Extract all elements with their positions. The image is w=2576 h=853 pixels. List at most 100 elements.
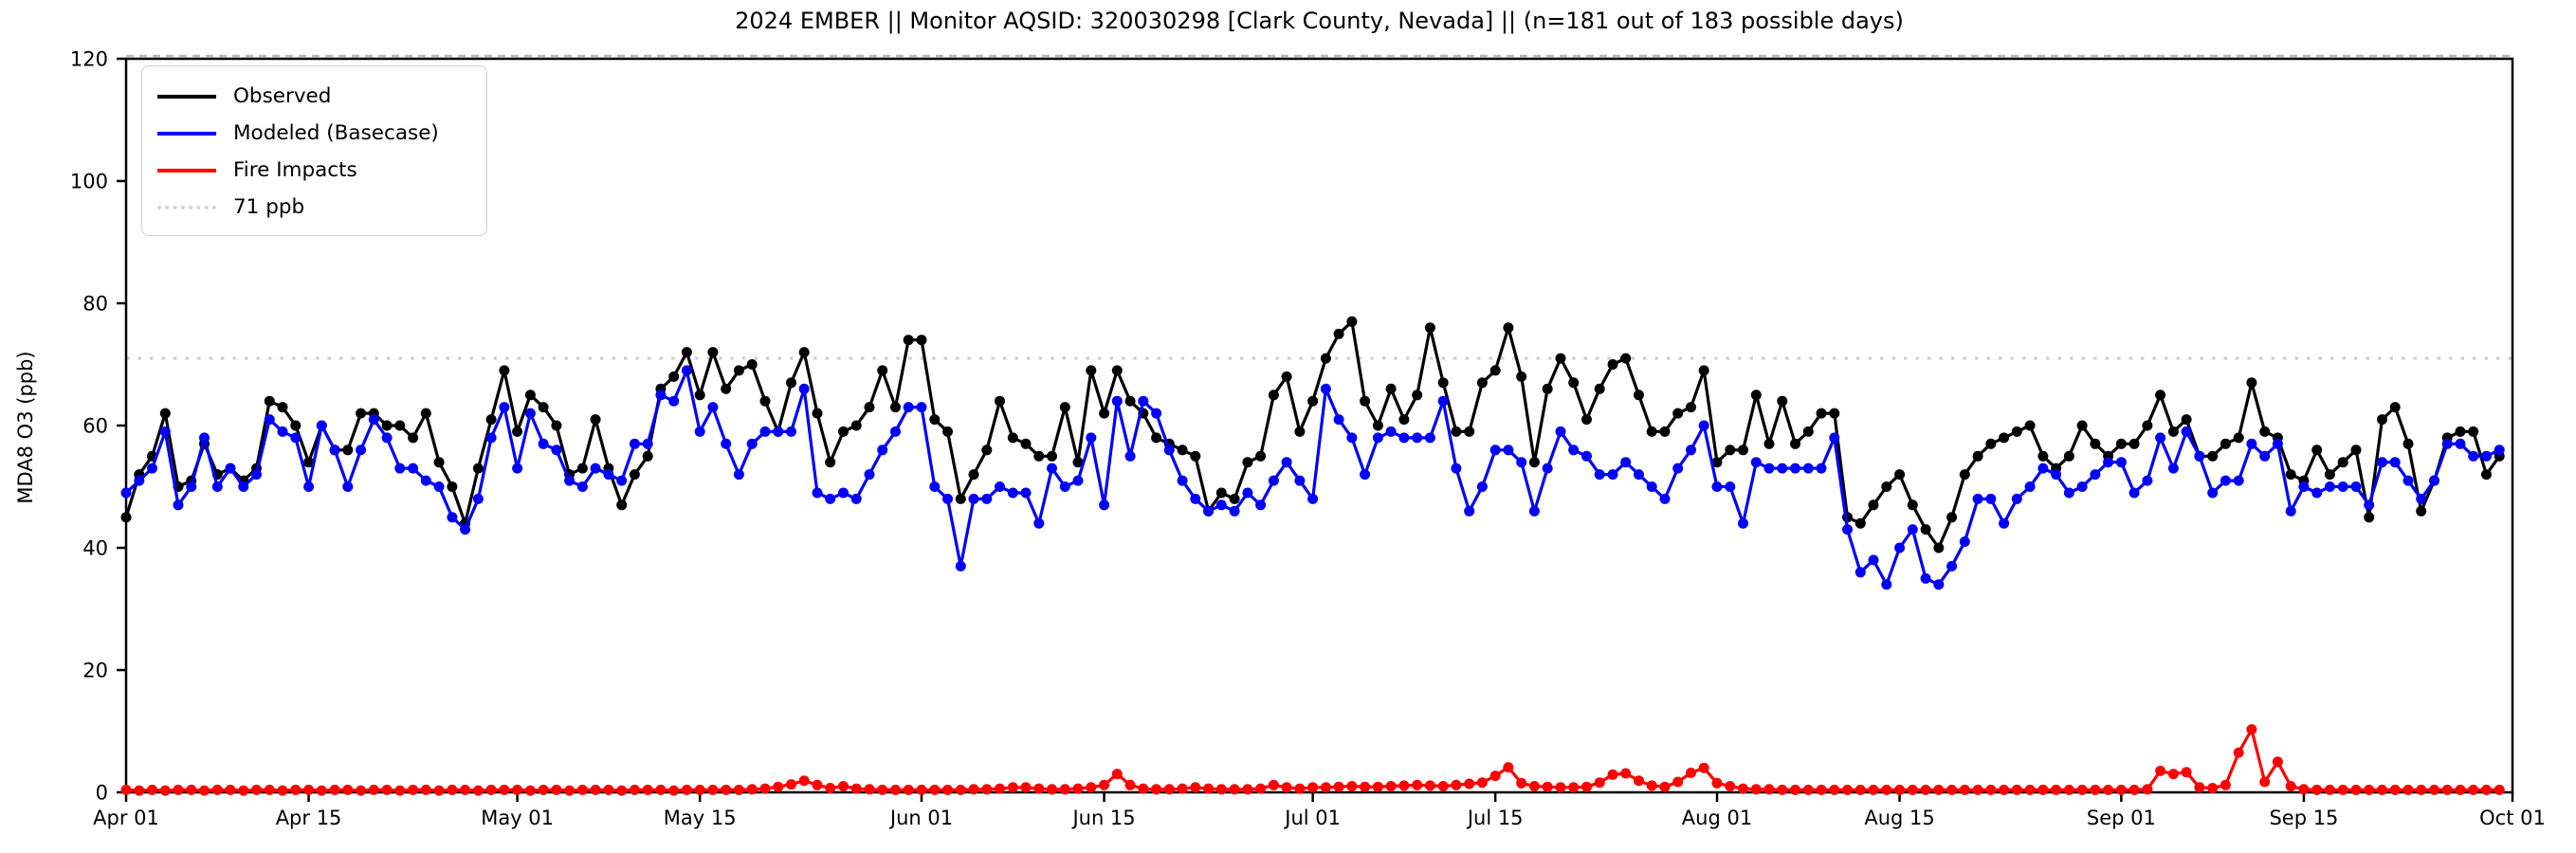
observed-point: [2416, 505, 2427, 517]
fire-impacts-point: [1711, 777, 1723, 789]
modeled-basecase-point: [576, 481, 588, 492]
observed-point: [825, 457, 836, 468]
observed-point: [1594, 383, 1605, 394]
modeled-basecase-point: [2246, 438, 2257, 449]
fire-impacts-point: [1725, 781, 1736, 791]
observed-point: [524, 390, 536, 401]
fire-impacts-point: [955, 784, 966, 795]
modeled-basecase-point: [159, 426, 171, 437]
chart-title: 2024 EMBER || Monitor AQSID: 320030298 […: [735, 8, 1904, 34]
observed-point: [303, 457, 315, 468]
fire-impacts-point: [942, 784, 953, 795]
observed-point: [1816, 408, 1827, 419]
fire-impacts-point: [408, 784, 419, 795]
observed-point: [1686, 402, 1696, 413]
modeled-basecase-point: [342, 481, 354, 492]
fire-impacts-point: [2194, 782, 2205, 793]
observed-point: [1634, 390, 1644, 401]
fire-impacts-point: [2207, 783, 2219, 793]
modeled-basecase-point: [1372, 432, 1383, 444]
fire-impacts-point: [603, 784, 614, 795]
fire-impacts-point: [1659, 781, 1671, 792]
modeled-basecase-point: [1476, 481, 1488, 492]
modeled-basecase-point: [825, 493, 836, 504]
observed-point: [668, 371, 680, 382]
fire-impacts-point: [1020, 782, 1032, 793]
fire-impacts-point: [381, 784, 393, 795]
modeled-basecase-point: [1999, 517, 2010, 529]
fire-impacts-point: [1802, 784, 1814, 795]
observed-point: [1711, 457, 1723, 468]
fire-impacts-point: [681, 784, 692, 795]
modeled-basecase-point: [1528, 505, 1540, 517]
x-tick-label: Apr 01: [93, 807, 159, 829]
observed-point: [890, 402, 901, 413]
fire-impacts-point: [199, 785, 210, 796]
fire-impacts-point: [1412, 779, 1423, 790]
modeled-basecase-point: [2207, 487, 2219, 499]
observed-point: [1476, 377, 1488, 389]
fire-impacts-point: [1698, 762, 1709, 773]
observed-point: [746, 359, 758, 370]
modeled-basecase-point: [2076, 481, 2088, 492]
y-tick-label: 120: [70, 48, 108, 71]
fire-impacts-point: [147, 784, 157, 795]
modeled-basecase-point: [538, 438, 549, 449]
fire-impacts-point: [2285, 781, 2296, 791]
fire-impacts-point: [1634, 775, 1644, 787]
modeled-basecase-point: [1398, 432, 1410, 444]
fire-impacts-point: [1750, 784, 1762, 795]
fire-impacts-point: [1763, 784, 1775, 795]
observed-point: [1738, 445, 1748, 456]
observed-point: [2455, 426, 2466, 437]
modeled-basecase-point: [1203, 505, 1215, 517]
modeled-basecase-point: [2181, 426, 2192, 437]
fire-impacts-point: [1581, 781, 1592, 792]
fire-impacts-point: [1229, 784, 1240, 795]
observed-point: [1451, 426, 1462, 437]
fire-impacts-point: [538, 784, 549, 795]
fire-impacts-point: [968, 784, 979, 795]
fire-impacts-point: [2024, 784, 2036, 795]
observed-point: [538, 402, 549, 413]
fire-impacts-point: [1999, 784, 2010, 795]
fire-impacts-point: [1620, 768, 1632, 779]
legend-item-fire-impacts: Fire Impacts: [157, 152, 471, 189]
observed-point: [356, 408, 367, 419]
fire-impacts-point: [890, 784, 901, 795]
fire-impacts-point: [460, 784, 471, 795]
fire-impacts-point: [1946, 784, 1958, 795]
modeled-basecase-point: [942, 493, 953, 504]
observed-point: [798, 347, 810, 358]
fire-impacts-point: [512, 784, 523, 795]
fire-impacts-point: [1907, 784, 1918, 795]
fire-impacts-point: [1972, 784, 1983, 795]
observed-point: [1750, 390, 1762, 401]
modeled-basecase-point: [1086, 432, 1097, 444]
modeled-basecase-point: [1177, 475, 1188, 486]
modeled-basecase-point: [733, 469, 744, 481]
observed-point: [2389, 402, 2401, 413]
observed-point: [707, 347, 719, 358]
fire-impacts-point: [225, 784, 236, 795]
fire-impacts-point: [1868, 784, 1879, 795]
observed-point: [1946, 512, 1958, 523]
observed-point: [1294, 426, 1306, 437]
fire-impacts-point: [1059, 784, 1070, 795]
observed-point: [1542, 383, 1553, 394]
modeled-basecase-point: [1620, 457, 1632, 468]
fire-impacts-point: [2063, 784, 2074, 795]
fire-impacts-point: [1346, 781, 1358, 791]
modeled-basecase-point: [1816, 463, 1827, 474]
fire-impacts-point: [485, 784, 497, 795]
fire-impacts-point: [2402, 784, 2414, 795]
modeled-basecase-point: [890, 426, 901, 437]
observed-point: [1307, 395, 1319, 407]
modeled-basecase-point: [1829, 432, 1840, 444]
modeled-basecase-point: [681, 365, 692, 376]
observed-point: [1099, 408, 1110, 419]
fire-impacts-point: [1842, 784, 1853, 795]
observed-point: [1516, 371, 1527, 382]
modeled-basecase-point: [1281, 457, 1292, 468]
